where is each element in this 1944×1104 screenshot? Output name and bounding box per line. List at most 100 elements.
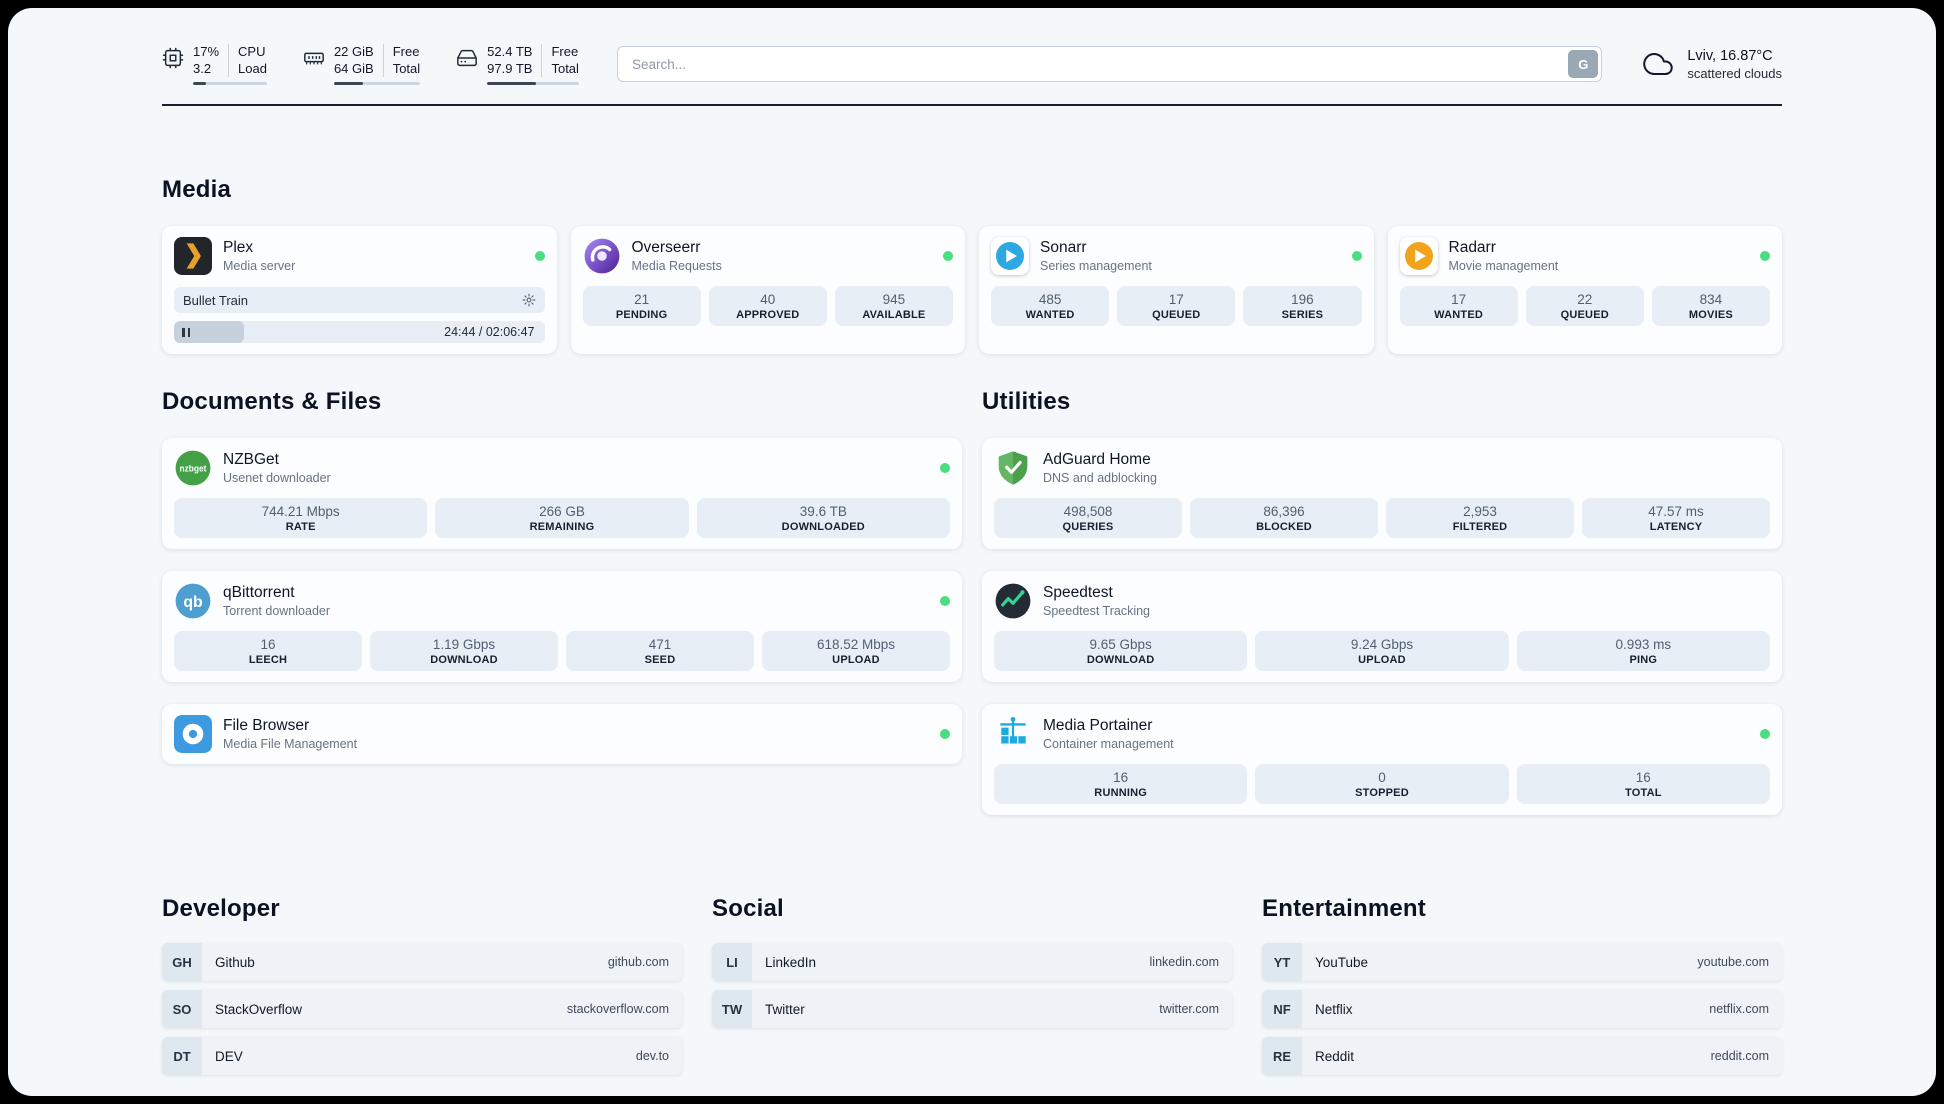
stat-value: 834: [1699, 292, 1723, 307]
utilities-column: Utilities AdGuard Home DNS and adblockin…: [982, 388, 1782, 837]
link-stackoverflow[interactable]: SO StackOverflow stackoverflow.com: [162, 990, 682, 1028]
stats-row: 16 RUNNING 0 STOPPED 16 TOTAL: [994, 764, 1770, 804]
stat-label: RATE: [285, 521, 316, 533]
stat-label: RUNNING: [1094, 787, 1148, 799]
app-card-portainer[interactable]: Media Portainer Container management 16 …: [982, 704, 1782, 815]
app-card-overseerr[interactable]: Overseerr Media Requests 21 PENDING 40 A…: [570, 226, 965, 354]
stat-value: 0: [1378, 770, 1386, 785]
entertainment-links: Entertainment YT YouTube youtube.com NF …: [1262, 895, 1782, 1084]
stat-download: 1.19 Gbps DOWNLOAD: [370, 631, 558, 671]
playback-progress-fill[interactable]: [174, 321, 245, 343]
app-subtitle: Usenet downloader: [223, 471, 331, 485]
stat-value: 39.6 TB: [799, 504, 847, 519]
gear-icon[interactable]: [522, 293, 536, 307]
link-twitter[interactable]: TW Twitter twitter.com: [712, 990, 1232, 1028]
stat-label: MOVIES: [1688, 309, 1733, 321]
stat-label: LATENCY: [1649, 521, 1703, 533]
cpu-load-label: Load: [238, 60, 267, 76]
link-domain: stackoverflow.com: [566, 1002, 669, 1016]
link-domain: dev.to: [635, 1049, 669, 1063]
stats-row: 17 WANTED 22 QUEUED 834 MOVIES: [1399, 286, 1771, 326]
link-abbr: TW: [712, 990, 752, 1028]
search-input[interactable]: [616, 46, 1603, 82]
app-meta: AdGuard Home DNS and adblocking: [1043, 451, 1157, 485]
stat-seed: 471 SEED: [566, 631, 754, 671]
app-card-plex[interactable]: Plex Media server Bullet Train 24:44 / 0: [162, 226, 557, 354]
stat-leech: 16 LEECH: [174, 631, 362, 671]
track-title: Bullet Train: [183, 292, 249, 308]
link-reddit[interactable]: RE Reddit reddit.com: [1262, 1037, 1782, 1075]
stat-label: APPROVED: [736, 309, 800, 321]
overseerr-icon: [583, 237, 621, 275]
stat-upload: 618.52 Mbps UPLOAD: [762, 631, 950, 671]
dashboard-page: 17% 3.2 CPU Load: [8, 8, 1936, 1096]
stat-label: WANTED: [1025, 309, 1075, 321]
app-card-speedtest[interactable]: Speedtest Speedtest Tracking 9.65 Gbps D…: [982, 571, 1782, 682]
portainer-icon: [994, 715, 1032, 753]
section-title-developer: Developer: [162, 895, 280, 922]
stat-label: TOTAL: [1624, 787, 1662, 799]
link-netflix[interactable]: NF Netflix netflix.com: [1262, 990, 1782, 1028]
link-youtube[interactable]: YT YouTube youtube.com: [1262, 943, 1782, 981]
weather-text: Lviv, 16.87°C scattered clouds: [1687, 48, 1782, 81]
cpu-monitor: 17% 3.2 CPU Load: [162, 43, 267, 85]
app-name: Sonarr: [1040, 239, 1087, 256]
disk-total-label: Total: [551, 60, 579, 76]
playback-time: 24:44 / 02:06:47: [444, 325, 535, 339]
sonarr-icon: [991, 237, 1029, 275]
stats-row: 16 LEECH 1.19 Gbps DOWNLOAD 471 SEED 6: [174, 631, 950, 671]
stat-value: 16: [1635, 770, 1651, 785]
pause-icon[interactable]: [182, 327, 193, 337]
cpu-percent: 17%: [193, 43, 220, 59]
link-domain: linkedin.com: [1149, 955, 1219, 969]
stat-wanted: 17 WANTED: [1399, 286, 1518, 326]
link-abbr: YT: [1262, 943, 1302, 981]
stat-queued: 17 QUEUED: [1117, 286, 1236, 326]
app-meta: NZBGet Usenet downloader: [223, 451, 331, 485]
weather-condition: scattered clouds: [1687, 65, 1782, 81]
stat-value: 9.65 Gbps: [1089, 637, 1152, 652]
app-card-sonarr[interactable]: Sonarr Series management 485 WANTED 17 Q…: [979, 226, 1374, 354]
link-linkedin[interactable]: LI LinkedIn linkedin.com: [712, 943, 1232, 981]
disk-readout: 52.4 TB 97.9 TB Free Total: [487, 43, 579, 85]
stat-rate: 744.21 Mbps RATE: [174, 498, 428, 538]
stat-label: UPLOAD: [1358, 654, 1406, 666]
stat-value: 0.993 ms: [1615, 637, 1672, 652]
adguard-icon: [994, 449, 1032, 487]
radarr-icon: [1399, 237, 1438, 275]
status-dot: [940, 729, 950, 739]
link-name: Netflix: [1315, 1001, 1353, 1017]
app-subtitle: Movie management: [1448, 259, 1559, 273]
stat-running: 16 RUNNING: [994, 764, 1248, 804]
playback-progress-bar[interactable]: 24:44 / 02:06:47: [174, 321, 545, 343]
stat-value: 86,396: [1263, 504, 1305, 519]
stat-stopped: 0 STOPPED: [1255, 764, 1509, 804]
link-domain: netflix.com: [1709, 1002, 1769, 1016]
app-card-qbittorrent[interactable]: qb qBittorrent Torrent downloader 16 LEE…: [162, 571, 962, 682]
cpu-label: CPU: [238, 43, 266, 59]
link-abbr: NF: [1262, 990, 1302, 1028]
stat-filtered: 2,953 FILTERED: [1386, 498, 1574, 538]
link-name: LinkedIn: [765, 954, 817, 970]
stat-available: 945 AVAILABLE: [834, 286, 954, 326]
app-card-filebrowser[interactable]: File Browser Media File Management: [162, 704, 962, 764]
section-title-media: Media: [162, 176, 232, 203]
app-card-adguard[interactable]: AdGuard Home DNS and adblocking 498,508 …: [982, 438, 1782, 549]
cpu-load: 3.2: [193, 60, 212, 76]
social-links: Social LI LinkedIn linkedin.com TW Twitt…: [712, 895, 1232, 1084]
link-dev[interactable]: DT DEV dev.to: [162, 1037, 682, 1075]
link-github[interactable]: GH Github github.com: [162, 943, 682, 981]
app-card-nzbget[interactable]: nzbget NZBGet Usenet downloader 744.21 M…: [162, 438, 962, 549]
disk-free-label: Free: [551, 43, 579, 59]
stat-label: REMAINING: [529, 521, 595, 533]
ram-usage-fill: [333, 81, 364, 85]
section-title-documents: Documents & Files: [162, 388, 382, 415]
search-provider-button[interactable]: G: [1568, 50, 1599, 78]
stat-value: 485: [1038, 292, 1062, 307]
app-card-radarr[interactable]: Radarr Movie management 17 WANTED 22 QUE…: [1387, 226, 1782, 354]
ram-total-label: Total: [392, 60, 421, 76]
ram-monitor: 22 GiB 64 GiB Free Total: [303, 43, 421, 85]
stat-value: 471: [648, 637, 672, 652]
stat-series: 196 SERIES: [1243, 286, 1362, 326]
stat-label: STOPPED: [1355, 787, 1409, 799]
